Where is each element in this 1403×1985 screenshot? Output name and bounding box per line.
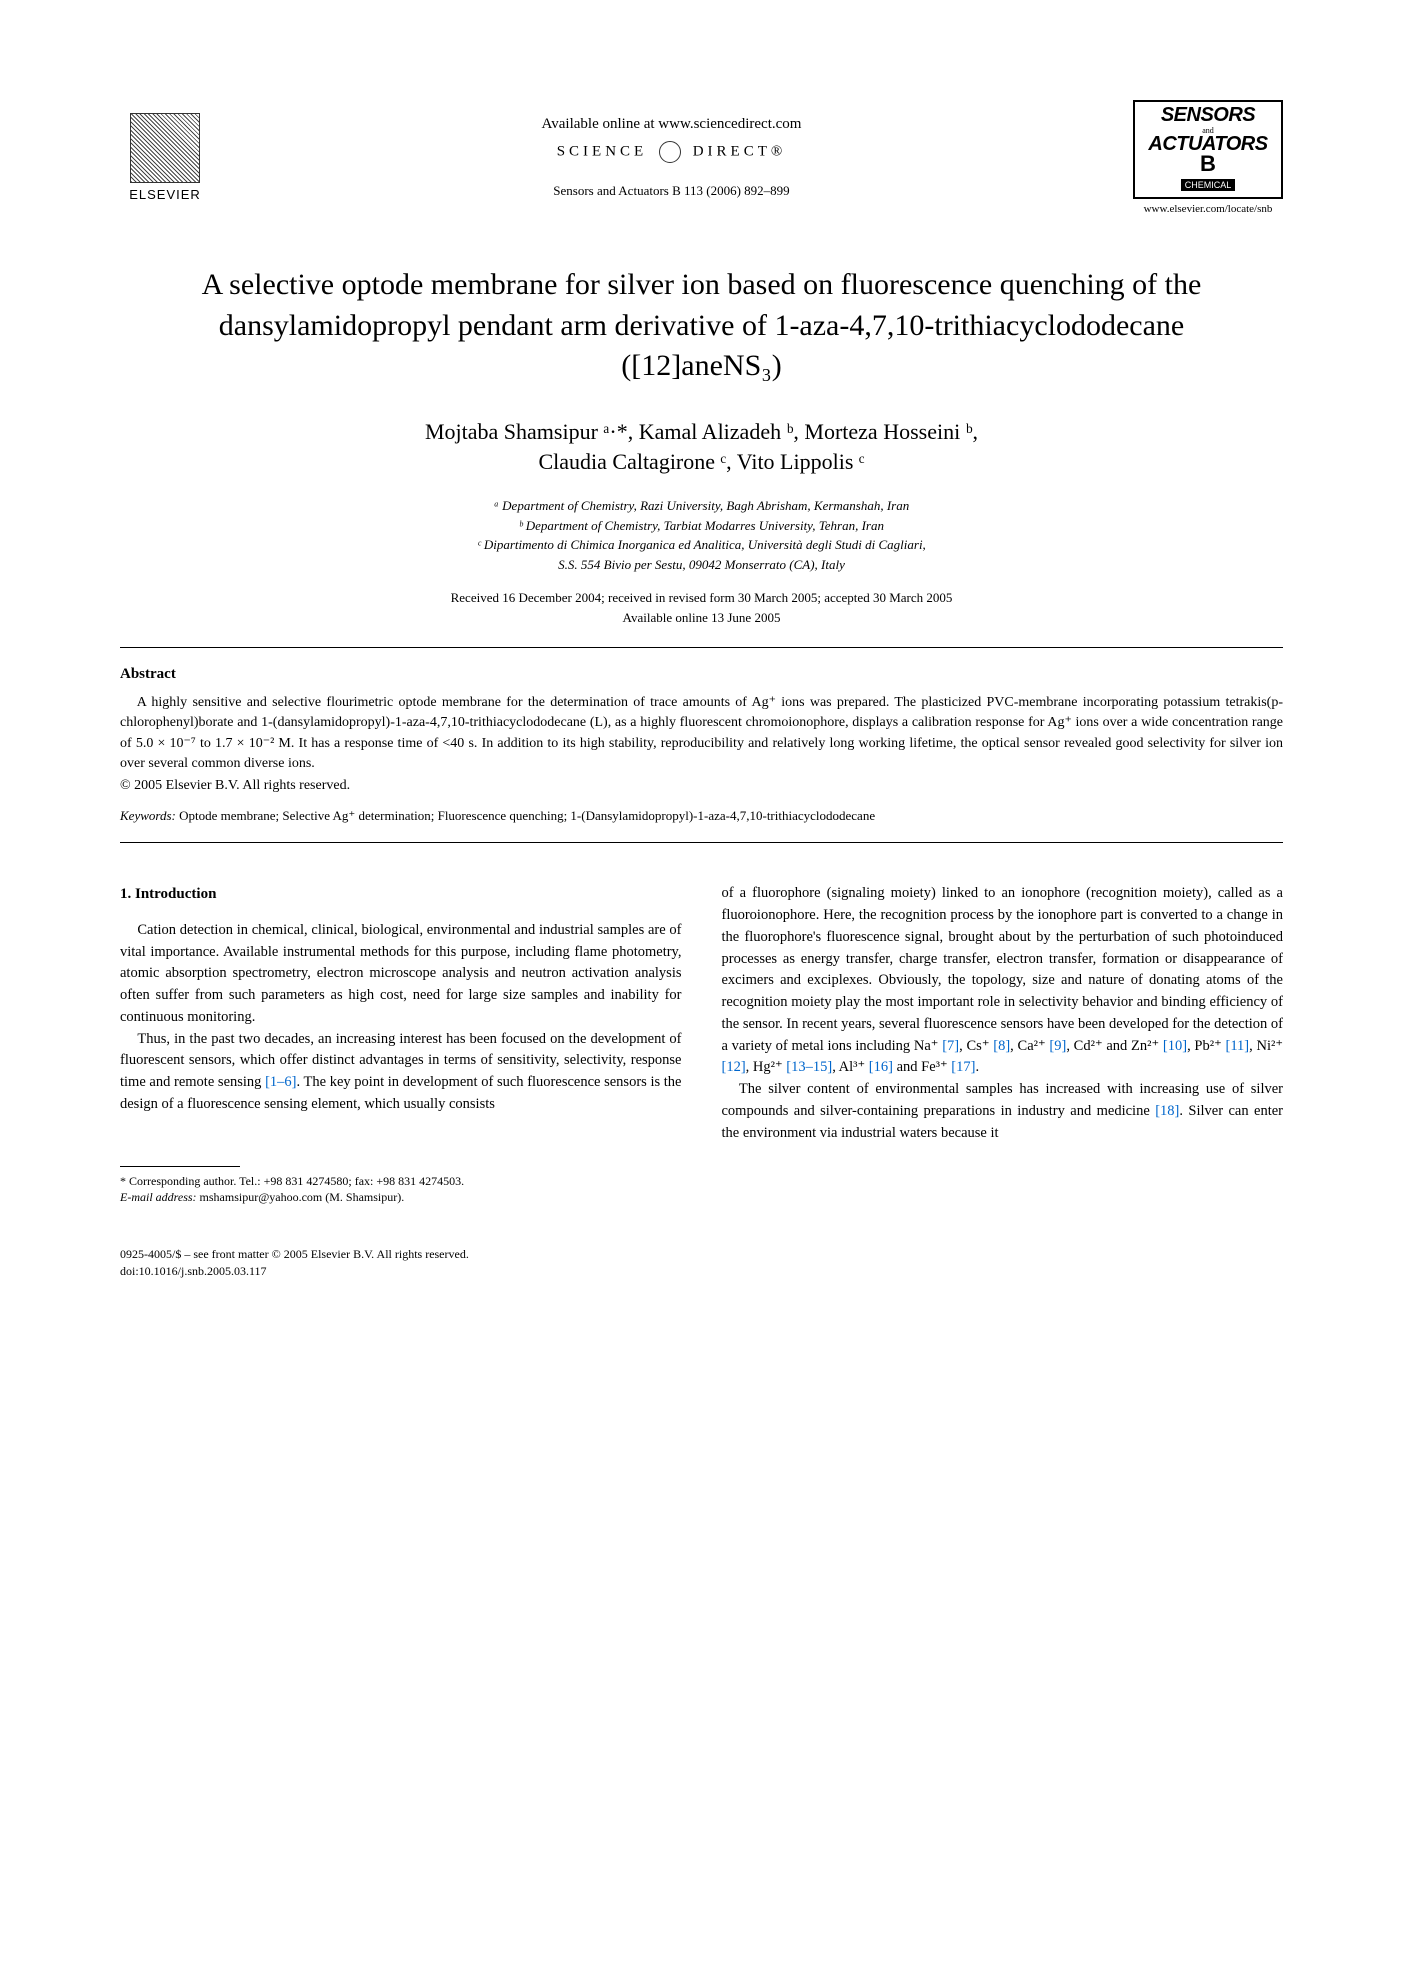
ref-link[interactable]: [18] — [1155, 1103, 1179, 1119]
left-column: 1. Introduction Cation detection in chem… — [120, 883, 682, 1206]
page-header: ELSEVIER Available online at www.science… — [120, 100, 1283, 215]
abstract-copyright: © 2005 Elsevier B.V. All rights reserved… — [120, 778, 1283, 794]
sciencedirect-logo: SCIENCE DIRECT® — [210, 141, 1133, 163]
footnote-email: E-mail address: mshamsipur@yahoo.com (M.… — [120, 1189, 682, 1206]
ref-link[interactable]: [7] — [942, 1038, 959, 1054]
article-title: A selective optode membrane for silver i… — [180, 265, 1223, 387]
footnote-rule — [120, 1166, 240, 1167]
intro-p2: Thus, in the past two decades, an increa… — [120, 1029, 682, 1116]
elsevier-tree-icon — [130, 113, 200, 183]
keywords: Keywords: Optode membrane; Selective Ag⁺… — [120, 808, 1283, 824]
journal-logo: SENSORS and ACTUATORS B CHEMICAL www.els… — [1133, 100, 1283, 215]
intro-heading: 1. Introduction — [120, 883, 682, 906]
sciencedirect-left: SCIENCE — [557, 143, 648, 159]
ref-link[interactable]: [11] — [1226, 1038, 1250, 1054]
elsevier-logo: ELSEVIER — [120, 113, 210, 202]
received-date: Received 16 December 2004; received in r… — [120, 588, 1283, 608]
ref-link[interactable]: [1–6] — [265, 1074, 296, 1090]
ref-link[interactable]: [9] — [1049, 1038, 1066, 1054]
sciencedirect-icon — [659, 141, 681, 163]
ref-link[interactable]: [10] — [1163, 1038, 1187, 1054]
keywords-text: Optode membrane; Selective Ag⁺ determina… — [176, 808, 875, 823]
journal-logo-b: B — [1143, 153, 1273, 175]
ref-link[interactable]: [16] — [869, 1059, 893, 1075]
ref-link[interactable]: [8] — [993, 1038, 1010, 1054]
sciencedirect-right: DIRECT® — [693, 143, 787, 159]
footer-doi: doi:10.1016/j.snb.2005.03.117 — [120, 1263, 1283, 1280]
journal-logo-box: SENSORS and ACTUATORS B CHEMICAL — [1133, 100, 1283, 199]
available-online-text: Available online at www.sciencedirect.co… — [210, 116, 1133, 133]
corresponding-author-footnote: * Corresponding author. Tel.: +98 831 42… — [120, 1173, 682, 1207]
page-footer: 0925-4005/$ – see front matter © 2005 El… — [120, 1246, 1283, 1280]
body-columns: 1. Introduction Cation detection in chem… — [120, 883, 1283, 1206]
intro-p1: Cation detection in chemical, clinical, … — [120, 920, 682, 1029]
abstract-text: A highly sensitive and selective flourim… — [120, 693, 1283, 774]
keywords-label: Keywords: — [120, 808, 176, 823]
divider — [120, 647, 1283, 648]
affiliation-c: ᶜ Dipartimento di Chimica Inorganica ed … — [120, 535, 1283, 555]
footer-issn: 0925-4005/$ – see front matter © 2005 El… — [120, 1246, 1283, 1263]
intro-p3: of a fluorophore (signaling moiety) link… — [722, 883, 1284, 1079]
divider — [120, 842, 1283, 843]
elsevier-text: ELSEVIER — [120, 187, 210, 202]
authors-line1: Mojtaba Shamsipur ᵃ·*, Kamal Alizadeh ᵇ,… — [120, 417, 1283, 448]
affiliation-b: ᵇ Department of Chemistry, Tarbiat Modar… — [120, 516, 1283, 536]
affiliation-c2: S.S. 554 Bivio per Sestu, 09042 Monserra… — [120, 555, 1283, 575]
affiliation-a: ᵃ Department of Chemistry, Razi Universi… — [120, 496, 1283, 516]
authors-line2: Claudia Caltagirone ᶜ, Vito Lippolis ᶜ — [120, 447, 1283, 478]
ref-link[interactable]: [17] — [951, 1059, 975, 1075]
center-header: Available online at www.sciencedirect.co… — [210, 116, 1133, 199]
authors: Mojtaba Shamsipur ᵃ·*, Kamal Alizadeh ᵇ,… — [120, 417, 1283, 479]
ref-link[interactable]: [12] — [722, 1059, 746, 1075]
intro-p4: The silver content of environmental samp… — [722, 1079, 1284, 1144]
available-date: Available online 13 June 2005 — [120, 608, 1283, 628]
right-column: of a fluorophore (signaling moiety) link… — [722, 883, 1284, 1206]
ref-link[interactable]: [13–15] — [786, 1059, 832, 1075]
abstract-heading: Abstract — [120, 666, 1283, 683]
journal-logo-sensors: SENSORS — [1143, 106, 1273, 124]
journal-logo-chemical: CHEMICAL — [1181, 179, 1236, 191]
affiliations: ᵃ Department of Chemistry, Razi Universi… — [120, 496, 1283, 574]
article-dates: Received 16 December 2004; received in r… — [120, 588, 1283, 627]
footnote-corr: * Corresponding author. Tel.: +98 831 42… — [120, 1173, 682, 1190]
journal-url: www.elsevier.com/locate/snb — [1133, 203, 1283, 215]
journal-reference: Sensors and Actuators B 113 (2006) 892–8… — [210, 183, 1133, 199]
